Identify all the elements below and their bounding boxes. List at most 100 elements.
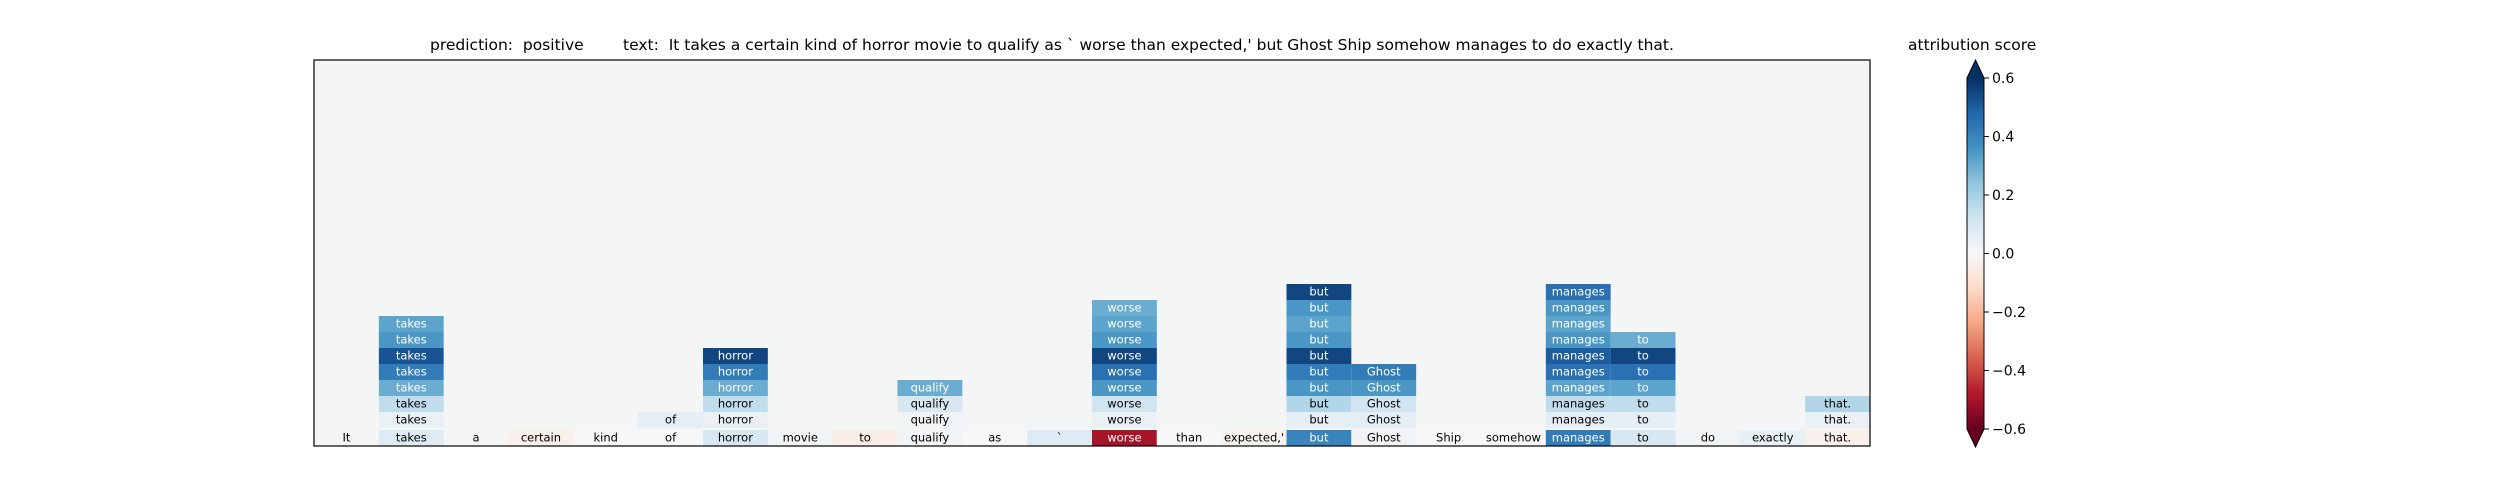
layer-cell-label: Ghost xyxy=(1367,365,1401,379)
layer-cell-label: worse xyxy=(1107,381,1141,395)
layer-cell xyxy=(897,412,963,428)
input-token-label: as xyxy=(988,431,1001,445)
layer-cell xyxy=(378,332,444,348)
input-token-label: to xyxy=(1637,431,1649,445)
input-token-label: qualify xyxy=(911,431,950,445)
colorbar-tick-label: −0.2 xyxy=(1992,305,2026,321)
input-token-cell xyxy=(1481,430,1546,446)
input-token-cell xyxy=(1416,430,1481,446)
layer-cell xyxy=(1092,380,1157,396)
layer-cell-label: manages xyxy=(1552,285,1605,299)
input-token-label: worse xyxy=(1107,431,1141,445)
input-token-cell xyxy=(1221,430,1287,446)
input-token-cell xyxy=(1092,430,1157,446)
layer-cell xyxy=(1286,316,1352,332)
plot-frame xyxy=(313,59,1871,447)
layer-cell xyxy=(1545,316,1611,332)
layer-cell xyxy=(1545,396,1611,412)
layer-cell-label: manages xyxy=(1552,349,1605,363)
input-token-label: to xyxy=(859,431,871,445)
layer-cell xyxy=(1286,300,1352,316)
layer-cell-label: horror xyxy=(718,413,753,427)
layer-cell-label: takes xyxy=(396,381,427,395)
input-token-cell xyxy=(508,430,574,446)
layer-cell-label: but xyxy=(1309,349,1329,363)
layer-cell xyxy=(1805,412,1870,428)
layer-cell-label: takes xyxy=(396,333,427,347)
layer-cell xyxy=(1286,396,1352,412)
layer-cell-label: Ghost xyxy=(1367,381,1401,395)
layer-cell-label: worse xyxy=(1107,365,1141,379)
layer-cell xyxy=(1092,364,1157,380)
layer-cell xyxy=(1545,364,1611,380)
layer-cell xyxy=(897,380,963,396)
input-token-label: Ghost xyxy=(1367,431,1401,445)
layer-cell xyxy=(1351,364,1417,380)
colorbar-tick-label: 0.2 xyxy=(1992,188,2014,204)
input-token-cell xyxy=(1351,430,1417,446)
layer-cell-label: worse xyxy=(1107,397,1141,411)
layer-cell-label: worse xyxy=(1107,301,1141,315)
layer-cell-label: manages xyxy=(1552,317,1605,331)
layer-cell xyxy=(1092,332,1157,348)
layer-cell xyxy=(378,396,444,412)
layer-cell-label: but xyxy=(1309,317,1329,331)
input-token-row: It takes a certain kind of horror movie to qualif… xyxy=(314,430,1870,446)
layer-cell-label: of xyxy=(665,413,677,427)
input-token-cell xyxy=(1805,430,1870,446)
input-token-cell xyxy=(314,430,379,446)
input-token-label: expected,' xyxy=(1224,431,1284,445)
layer-cell xyxy=(1286,332,1352,348)
layer-cell-label: manages xyxy=(1552,333,1605,347)
input-token-cell xyxy=(962,430,1028,446)
layer-cell-label: to xyxy=(1637,349,1649,363)
input-token-label: a xyxy=(473,431,480,445)
layer-cell-label: qualify xyxy=(911,381,950,395)
input-token-label: do xyxy=(1701,431,1715,445)
layer-cell-label: that. xyxy=(1824,413,1851,427)
layer-cell xyxy=(1351,412,1417,428)
layer-cell-label: manages xyxy=(1552,301,1605,315)
layer-cell xyxy=(378,380,444,396)
input-token-label: somehow xyxy=(1486,431,1541,445)
layer-cell-label: but xyxy=(1309,397,1329,411)
layer-cell-label: worse xyxy=(1107,349,1141,363)
layer-cell xyxy=(378,348,444,364)
layer-cell xyxy=(1092,300,1157,316)
layer-cell-label: takes xyxy=(396,317,427,331)
layer-cell xyxy=(1610,412,1676,428)
layer-cell xyxy=(1092,316,1157,332)
title-row: prediction: positive text: It takes a ce… xyxy=(0,36,2500,56)
layer-cell xyxy=(1286,348,1352,364)
layer-cell-label: to xyxy=(1637,365,1649,379)
layer-cell xyxy=(378,364,444,380)
layer-cell xyxy=(1545,380,1611,396)
layer-cell-label: takes xyxy=(396,397,427,411)
colorbar-tick-label: 0.6 xyxy=(1992,71,2014,87)
layer-cell-label: qualify xyxy=(911,413,950,427)
layer-cell-label: horror xyxy=(718,349,753,363)
layer-cell-label: Ghost xyxy=(1367,397,1401,411)
layer-cell xyxy=(1351,380,1417,396)
colorbar-tick-label: 0.0 xyxy=(1992,247,2014,263)
colorbar-title: attribution score xyxy=(1908,36,2037,54)
layer-cell-label: worse xyxy=(1107,413,1141,427)
input-token-label: that. xyxy=(1824,431,1851,445)
layer-cell xyxy=(1545,412,1611,428)
layer-cell xyxy=(1286,284,1352,300)
layer-cell-label: manages xyxy=(1552,413,1605,427)
input-token-cell xyxy=(703,430,768,446)
layer-cell xyxy=(1351,396,1417,412)
layer-cell-label: to xyxy=(1637,381,1649,395)
input-token-cell xyxy=(443,430,509,446)
layer-cell xyxy=(1805,396,1870,412)
colorbar-ticks: 0.6 0.4 0.2 0.0 −0.2 −0.4 −0.6 xyxy=(1984,71,2026,438)
input-token-cell xyxy=(832,430,898,446)
layer-cell xyxy=(1286,380,1352,396)
input-token-label: but xyxy=(1309,431,1329,445)
input-token-label: takes xyxy=(396,431,427,445)
layer-cell xyxy=(703,364,768,380)
colorbar: 0.6 0.4 0.2 0.0 −0.2 −0.4 −0.6 xyxy=(1966,58,2026,449)
input-token-label: manages xyxy=(1552,431,1605,445)
